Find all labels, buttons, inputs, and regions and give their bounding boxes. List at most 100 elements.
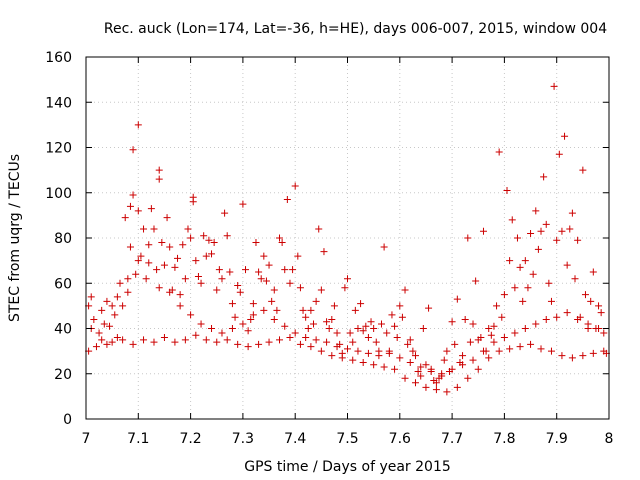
x-tick-label: 7.7 [441, 431, 463, 447]
data-point [121, 214, 129, 222]
data-point [453, 383, 461, 391]
data-point [469, 320, 477, 328]
data-point [221, 209, 229, 217]
data-point [106, 322, 114, 330]
data-point [194, 272, 202, 280]
data-point [377, 320, 385, 328]
data-point [270, 315, 278, 323]
data-point [215, 266, 223, 274]
data-point [200, 232, 208, 240]
data-point [553, 313, 561, 321]
data-point [589, 349, 597, 357]
data-point [349, 338, 357, 346]
data-point [595, 325, 603, 332]
data-point [244, 327, 252, 335]
data-point [595, 302, 603, 310]
data-point [540, 173, 548, 181]
data-point [276, 336, 284, 344]
data-point [359, 358, 367, 366]
data-point [234, 282, 242, 290]
data-point [498, 313, 506, 321]
data-point [244, 343, 252, 351]
data-point [226, 268, 234, 276]
data-point [278, 239, 286, 247]
data-point [391, 322, 399, 330]
data-point [349, 356, 357, 364]
data-point [566, 225, 574, 233]
data-point [312, 336, 320, 344]
data-point [228, 325, 236, 332]
data-point [553, 236, 561, 244]
data-point [364, 334, 372, 342]
data-point [440, 356, 448, 364]
y-tick-label: 60 [54, 276, 72, 292]
data-point [150, 338, 158, 346]
data-point [362, 322, 370, 330]
data-point [281, 322, 289, 330]
data-point [255, 340, 263, 348]
data-point [257, 275, 265, 283]
data-point [558, 352, 566, 360]
data-point [155, 175, 163, 183]
data-point [325, 325, 333, 332]
data-point [218, 275, 226, 283]
data-point [307, 343, 315, 351]
data-point [265, 338, 273, 346]
data-point [150, 225, 158, 233]
data-point [571, 275, 579, 283]
data-point [202, 252, 210, 260]
data-point [561, 132, 569, 140]
data-point [103, 340, 111, 348]
data-point [140, 225, 148, 233]
data-point [242, 266, 250, 274]
data-point [448, 365, 456, 373]
data-point [493, 302, 501, 310]
y-tick-label: 120 [45, 141, 72, 157]
data-point [137, 252, 145, 260]
data-point [516, 263, 524, 271]
data-point [328, 315, 336, 323]
data-point [171, 338, 179, 346]
data-point [474, 365, 482, 373]
data-point [547, 347, 555, 355]
data-point [90, 315, 98, 323]
data-point [461, 315, 469, 323]
data-point [315, 225, 323, 233]
data-point [469, 356, 477, 364]
data-point [487, 331, 495, 339]
y-axis-label: STEC from uqrg / TECUs [7, 154, 23, 322]
data-point [249, 300, 257, 308]
data-point [126, 243, 134, 251]
data-point [396, 354, 404, 362]
data-point [597, 309, 605, 317]
data-point [166, 288, 174, 296]
x-tick-label: 8 [605, 431, 614, 447]
data-point [223, 336, 231, 344]
data-point [409, 347, 417, 355]
data-point [247, 315, 255, 323]
data-point [521, 257, 529, 265]
data-point [100, 320, 108, 328]
data-point [380, 363, 388, 371]
x-tick-label: 7.8 [493, 431, 515, 447]
data-point [155, 284, 163, 292]
data-point [500, 291, 508, 299]
y-tick-label: 140 [45, 95, 72, 111]
y-tick-label: 0 [63, 412, 72, 428]
data-point [574, 236, 582, 244]
data-point [354, 325, 362, 332]
data-point [184, 225, 192, 233]
data-point [443, 347, 451, 355]
data-point [228, 300, 236, 308]
x-tick-label: 7.4 [284, 431, 306, 447]
data-point [192, 257, 200, 265]
data-point [532, 320, 540, 328]
data-point [401, 374, 409, 382]
data-point [291, 329, 299, 337]
data-point [236, 288, 244, 296]
data-point [273, 306, 281, 314]
data-point [181, 275, 189, 283]
data-point [208, 325, 216, 332]
data-point [262, 277, 270, 285]
